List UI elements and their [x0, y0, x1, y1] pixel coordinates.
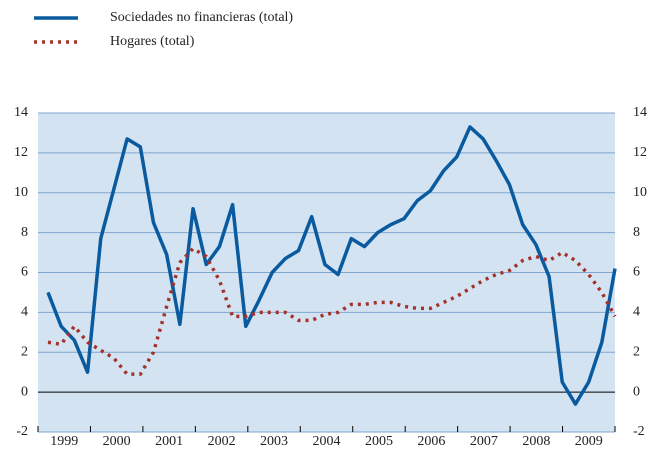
x-tick-label: 2001: [155, 434, 183, 449]
series-line: [46, 125, 617, 406]
y-tick-label: 12: [14, 145, 28, 160]
y-tick-label: 6: [21, 265, 28, 280]
legend-label: Sociedades no financieras (total): [110, 10, 293, 25]
y2-tick-label: 10: [633, 185, 647, 200]
x-tick-label: 2004: [313, 434, 341, 449]
y2-tick-label: 8: [633, 225, 640, 240]
x-tick-label: 2005: [365, 434, 393, 449]
y-tick-label: 8: [21, 225, 28, 240]
x-tick-label: 2008: [522, 434, 550, 449]
y2-tick-label: 0: [633, 384, 640, 399]
x-tick-label: 2006: [417, 434, 445, 449]
y-tick-label: 10: [14, 185, 28, 200]
y-tick-label: 0: [21, 384, 28, 399]
x-tick-label: 2002: [208, 434, 236, 449]
y2-tick-label: 14: [633, 105, 647, 120]
y2-tick-label: 12: [633, 145, 647, 160]
y2-tick-label: 4: [633, 305, 640, 320]
x-tick-label: 2000: [103, 434, 131, 449]
x-tick-label: 2003: [260, 434, 288, 449]
x-tick-label: 2009: [575, 434, 603, 449]
y2-tick-label: 2: [633, 344, 640, 359]
y-tick-label: -2: [16, 424, 28, 439]
y2-tick-label: 6: [633, 265, 640, 280]
legend-label: Hogares (total): [110, 34, 195, 49]
y-tick-label: 14: [14, 105, 28, 120]
y-tick-label: 2: [21, 344, 28, 359]
y-tick-label: 4: [21, 305, 28, 320]
x-tick-label: 2007: [470, 434, 498, 449]
y2-tick-label: -2: [633, 424, 645, 439]
x-tick-label: 1999: [50, 434, 78, 449]
